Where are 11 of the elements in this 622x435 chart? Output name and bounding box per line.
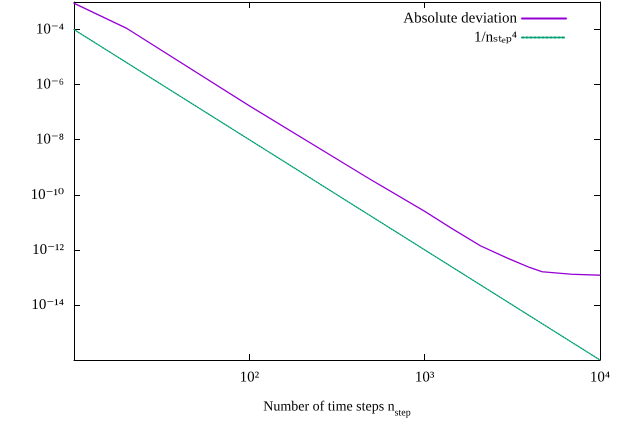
y-tick-label: 10⁻⁶: [36, 76, 64, 93]
legend-label: 1/nₛₜₑₚ⁴: [474, 30, 517, 46]
y-tick-label: 10⁻¹⁰: [30, 186, 64, 203]
y-tick-label: 10⁻¹⁴: [31, 296, 64, 313]
y-tick-label: 10⁻¹²: [32, 242, 64, 258]
x-tick-label: 10⁴: [590, 370, 610, 386]
y-tick-label: 10⁻⁴: [36, 22, 64, 38]
legend-label: Absolute deviation: [403, 10, 518, 26]
x-tick-label: 10²: [240, 370, 260, 386]
y-tick-label: 10⁻⁸: [36, 132, 64, 148]
x-tick-label: 10³: [414, 370, 435, 386]
